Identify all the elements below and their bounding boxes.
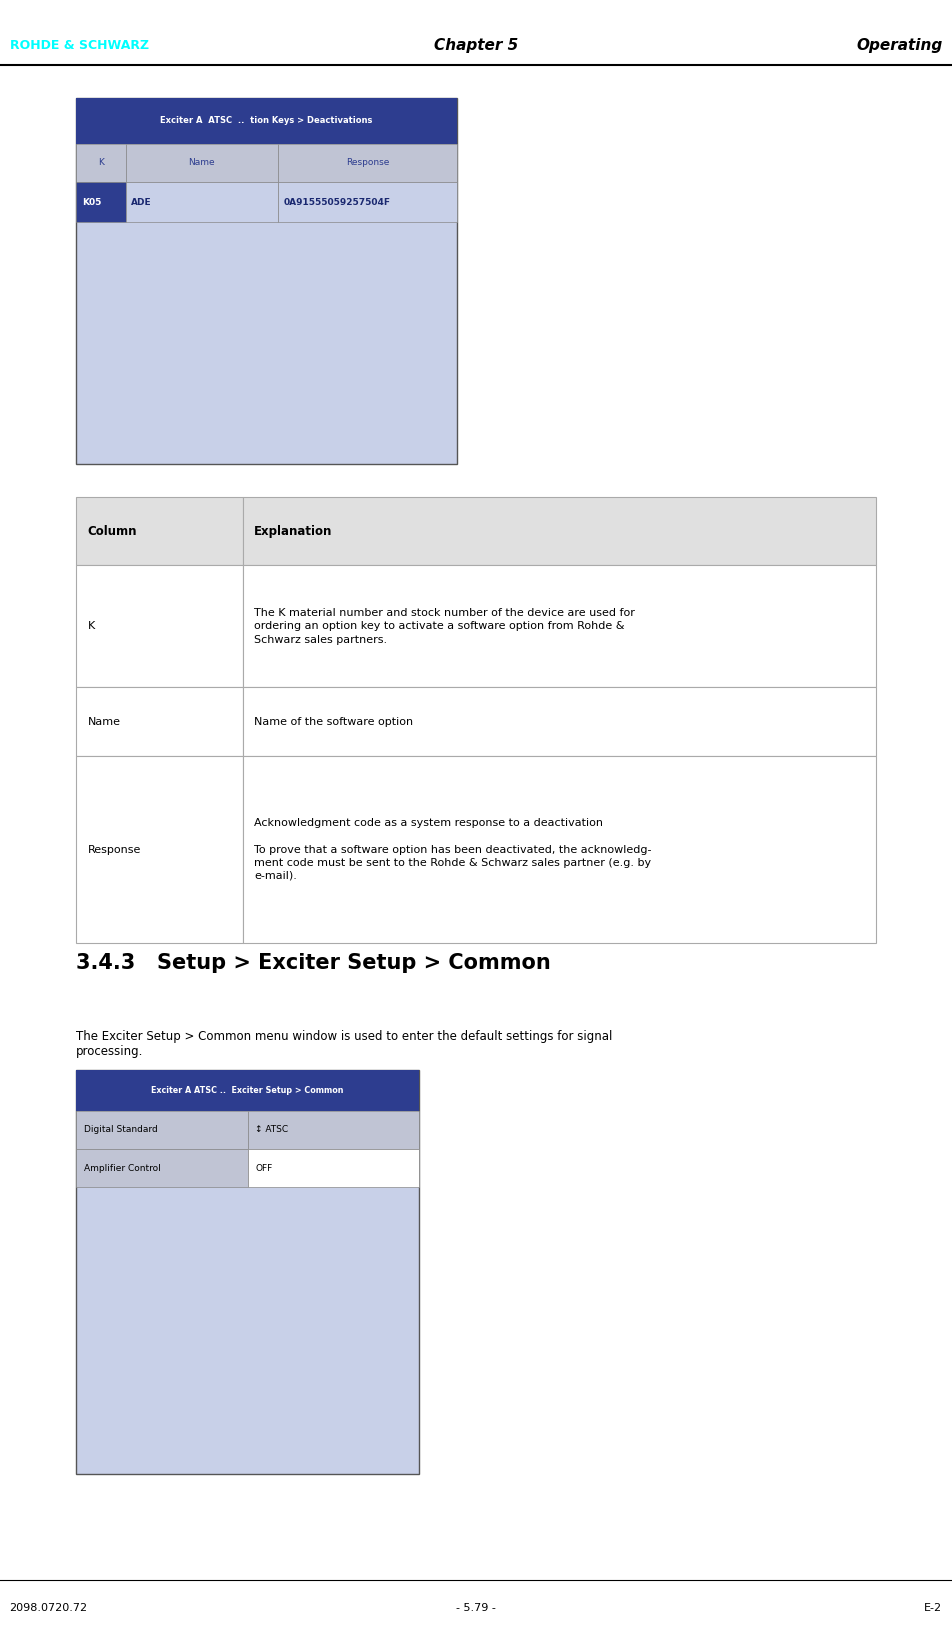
Bar xyxy=(76,1111,248,1148)
Text: ADE: ADE xyxy=(131,197,152,207)
Text: ROHDE & SCHWARZ: ROHDE & SCHWARZ xyxy=(10,39,149,52)
Bar xyxy=(76,98,457,143)
Bar xyxy=(243,497,876,565)
Text: ↕ ATSC: ↕ ATSC xyxy=(255,1126,288,1134)
Bar xyxy=(278,182,457,223)
Text: Amplifier Control: Amplifier Control xyxy=(84,1163,161,1173)
Bar xyxy=(76,565,243,687)
Bar xyxy=(248,1148,419,1188)
Bar xyxy=(126,182,278,223)
Text: OFF: OFF xyxy=(255,1163,272,1173)
Text: 3.4.3   Setup > Exciter Setup > Common: 3.4.3 Setup > Exciter Setup > Common xyxy=(76,953,551,973)
Bar xyxy=(76,1070,419,1474)
Bar xyxy=(76,182,126,223)
Bar xyxy=(126,143,278,182)
Bar xyxy=(243,687,876,756)
Bar xyxy=(76,143,126,182)
Bar xyxy=(76,98,457,464)
Text: 0A91555059257504F: 0A91555059257504F xyxy=(284,197,390,207)
Text: The Exciter Setup > Common menu window is used to enter the default settings for: The Exciter Setup > Common menu window i… xyxy=(76,1030,612,1057)
Text: Column: Column xyxy=(88,525,137,538)
Text: Acknowledgment code as a system response to a deactivation

To prove that a soft: Acknowledgment code as a system response… xyxy=(254,818,652,881)
Text: Exciter A  ATSC  ..  tion Keys > Deactivations: Exciter A ATSC .. tion Keys > Deactivati… xyxy=(160,116,373,125)
Bar xyxy=(248,1111,419,1148)
Text: Chapter 5: Chapter 5 xyxy=(434,37,518,54)
Text: 2098.0720.72: 2098.0720.72 xyxy=(10,1603,88,1613)
Text: Explanation: Explanation xyxy=(254,525,332,538)
Text: E-2: E-2 xyxy=(924,1603,942,1613)
Text: K: K xyxy=(88,621,95,632)
Bar xyxy=(278,143,457,182)
Bar xyxy=(76,756,243,943)
Bar xyxy=(76,1070,419,1111)
Text: Response: Response xyxy=(88,844,141,855)
Text: K05: K05 xyxy=(82,197,101,207)
Text: Digital Standard: Digital Standard xyxy=(84,1126,157,1134)
Text: The K material number and stock number of the device are used for
ordering an op: The K material number and stock number o… xyxy=(254,608,635,645)
Text: K: K xyxy=(98,158,104,168)
Bar xyxy=(76,1148,248,1188)
Bar xyxy=(76,497,243,565)
Bar xyxy=(76,687,243,756)
Bar xyxy=(243,565,876,687)
Text: Exciter A ATSC ..  Exciter Setup > Common: Exciter A ATSC .. Exciter Setup > Common xyxy=(151,1087,344,1095)
Text: - 5.79 -: - 5.79 - xyxy=(456,1603,496,1613)
Text: Name of the software option: Name of the software option xyxy=(254,717,413,727)
Text: Operating: Operating xyxy=(856,37,942,54)
Text: Name: Name xyxy=(188,158,215,168)
Bar xyxy=(243,756,876,943)
Text: Response: Response xyxy=(346,158,389,168)
Text: Name: Name xyxy=(88,717,121,727)
